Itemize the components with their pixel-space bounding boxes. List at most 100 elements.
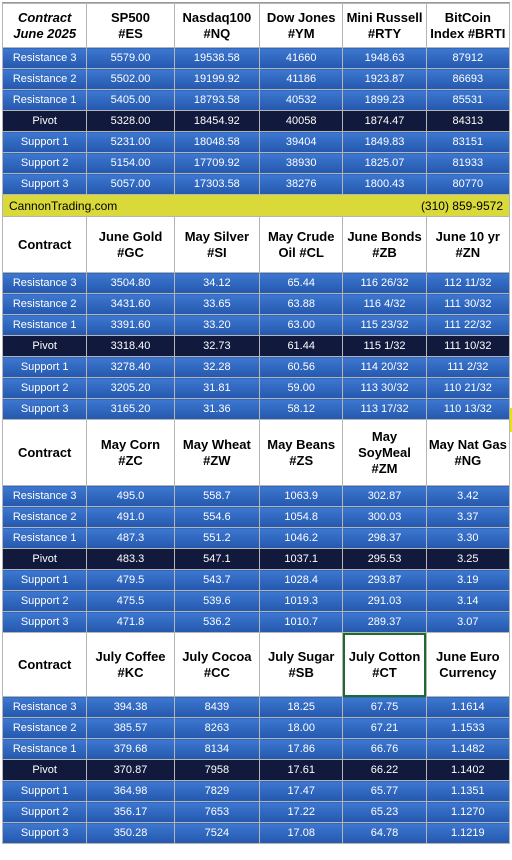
value-cell[interactable]: 302.87 xyxy=(342,485,427,507)
value-cell[interactable]: 61.44 xyxy=(259,335,344,357)
value-cell[interactable]: 64.78 xyxy=(342,822,427,844)
instrument-header-cell[interactable]: May Silver #SI xyxy=(173,216,261,273)
value-cell[interactable]: 67.75 xyxy=(342,696,427,718)
value-cell[interactable]: 110 13/32 xyxy=(425,398,511,420)
level-label-cell[interactable]: Support 2 xyxy=(1,377,88,399)
value-cell[interactable]: 18454.92 xyxy=(173,110,261,132)
value-cell[interactable]: 3.42 xyxy=(425,485,511,507)
value-cell[interactable]: 1.1533 xyxy=(425,717,511,739)
value-cell[interactable]: 111 22/32 xyxy=(425,314,511,336)
value-cell[interactable]: 17.86 xyxy=(259,738,344,760)
value-cell[interactable]: 32.28 xyxy=(173,356,261,378)
value-cell[interactable]: 112 11/32 xyxy=(425,272,511,294)
value-cell[interactable]: 40058 xyxy=(259,110,344,132)
value-cell[interactable]: 8263 xyxy=(173,717,261,739)
level-label-cell[interactable]: Resistance 3 xyxy=(1,47,88,69)
value-cell[interactable]: 475.5 xyxy=(86,590,175,612)
value-cell[interactable]: 113 30/32 xyxy=(342,377,427,399)
value-cell[interactable]: 1063.9 xyxy=(259,485,344,507)
value-cell[interactable]: 65.23 xyxy=(342,801,427,823)
level-label-cell[interactable]: Resistance 3 xyxy=(1,272,88,294)
value-cell[interactable]: 547.1 xyxy=(173,548,261,570)
instrument-header-cell[interactable]: June 10 yr #ZN xyxy=(425,216,511,273)
instrument-header-cell[interactable]: Mini Russell #RTY xyxy=(342,3,427,48)
value-cell[interactable]: 3.14 xyxy=(425,590,511,612)
value-cell[interactable]: 1825.07 xyxy=(342,152,427,174)
level-label-cell[interactable]: Pivot xyxy=(1,335,88,357)
value-cell[interactable]: 293.87 xyxy=(342,569,427,591)
value-cell[interactable]: 536.2 xyxy=(173,611,261,633)
value-cell[interactable]: 495.0 xyxy=(86,485,175,507)
instrument-header-cell[interactable]: June Gold #GC xyxy=(86,216,175,273)
level-label-cell[interactable]: Resistance 3 xyxy=(1,696,88,718)
level-label-cell[interactable]: Support 1 xyxy=(1,780,88,802)
value-cell[interactable]: 300.03 xyxy=(342,506,427,528)
level-label-cell[interactable]: Support 2 xyxy=(1,590,88,612)
value-cell[interactable]: 111 30/32 xyxy=(425,293,511,315)
value-cell[interactable]: 3.30 xyxy=(425,527,511,549)
value-cell[interactable]: 5502.00 xyxy=(86,68,175,90)
level-label-cell[interactable]: Resistance 1 xyxy=(1,89,88,111)
value-cell[interactable]: 379.68 xyxy=(86,738,175,760)
value-cell[interactable]: 554.6 xyxy=(173,506,261,528)
value-cell[interactable]: 558.7 xyxy=(173,485,261,507)
value-cell[interactable]: 40532 xyxy=(259,89,344,111)
value-cell[interactable]: 3.07 xyxy=(425,611,511,633)
value-cell[interactable]: 5579.00 xyxy=(86,47,175,69)
value-cell[interactable]: 17709.92 xyxy=(173,152,261,174)
instrument-header-cell[interactable]: Dow Jones #YM xyxy=(259,3,344,48)
instrument-header-cell[interactable]: July Coffee #KC xyxy=(86,632,175,697)
value-cell[interactable]: 86693 xyxy=(425,68,511,90)
value-cell[interactable]: 1054.8 xyxy=(259,506,344,528)
instrument-header-cell[interactable]: May Beans #ZS xyxy=(259,419,344,486)
value-cell[interactable]: 3391.60 xyxy=(86,314,175,336)
level-label-cell[interactable]: Support 3 xyxy=(1,398,88,420)
value-cell[interactable]: 1899.23 xyxy=(342,89,427,111)
value-cell[interactable]: 3431.60 xyxy=(86,293,175,315)
value-cell[interactable]: 1948.63 xyxy=(342,47,427,69)
value-cell[interactable]: 31.81 xyxy=(173,377,261,399)
instrument-header-cell[interactable]: June Bonds #ZB xyxy=(342,216,427,273)
value-cell[interactable]: 385.57 xyxy=(86,717,175,739)
value-cell[interactable]: 33.20 xyxy=(173,314,261,336)
value-cell[interactable]: 479.5 xyxy=(86,569,175,591)
value-cell[interactable]: 5328.00 xyxy=(86,110,175,132)
value-cell[interactable]: 17.61 xyxy=(259,759,344,781)
value-cell[interactable]: 364.98 xyxy=(86,780,175,802)
value-cell[interactable]: 1.1614 xyxy=(425,696,511,718)
value-cell[interactable]: 7653 xyxy=(173,801,261,823)
level-label-cell[interactable]: Support 3 xyxy=(1,173,88,195)
level-label-cell[interactable]: Pivot xyxy=(1,110,88,132)
value-cell[interactable]: 17303.58 xyxy=(173,173,261,195)
value-cell[interactable]: 1849.83 xyxy=(342,131,427,153)
value-cell[interactable]: 5057.00 xyxy=(86,173,175,195)
value-cell[interactable]: 1.1482 xyxy=(425,738,511,760)
value-cell[interactable]: 17.22 xyxy=(259,801,344,823)
value-cell[interactable]: 116 26/32 xyxy=(342,272,427,294)
instrument-header-cell[interactable]: May Wheat #ZW xyxy=(173,419,261,486)
value-cell[interactable]: 84313 xyxy=(425,110,511,132)
value-cell[interactable]: 18793.58 xyxy=(173,89,261,111)
value-cell[interactable]: 7958 xyxy=(173,759,261,781)
value-cell[interactable]: 7524 xyxy=(173,822,261,844)
level-label-cell[interactable]: Support 2 xyxy=(1,152,88,174)
value-cell[interactable]: 3504.80 xyxy=(86,272,175,294)
instrument-header-cell[interactable]: May Corn #ZC xyxy=(86,419,175,486)
instrument-header-cell[interactable]: May Crude Oil #CL xyxy=(259,216,344,273)
instrument-header-cell[interactable]: July Sugar #SB xyxy=(259,632,344,697)
value-cell[interactable]: 1046.2 xyxy=(259,527,344,549)
value-cell[interactable]: 3278.40 xyxy=(86,356,175,378)
value-cell[interactable]: 5154.00 xyxy=(86,152,175,174)
value-cell[interactable]: 356.17 xyxy=(86,801,175,823)
value-cell[interactable]: 3205.20 xyxy=(86,377,175,399)
value-cell[interactable]: 17.08 xyxy=(259,822,344,844)
value-cell[interactable]: 1010.7 xyxy=(259,611,344,633)
value-cell[interactable]: 31.36 xyxy=(173,398,261,420)
level-label-cell[interactable]: Pivot xyxy=(1,548,88,570)
value-cell[interactable]: 81933 xyxy=(425,152,511,174)
instrument-header-cell[interactable]: July Cocoa #CC xyxy=(173,632,261,697)
value-cell[interactable]: 65.44 xyxy=(259,272,344,294)
value-cell[interactable]: 115 23/32 xyxy=(342,314,427,336)
value-cell[interactable]: 67.21 xyxy=(342,717,427,739)
instrument-header-cell[interactable]: BitCoin Index #BRTI xyxy=(425,3,511,48)
